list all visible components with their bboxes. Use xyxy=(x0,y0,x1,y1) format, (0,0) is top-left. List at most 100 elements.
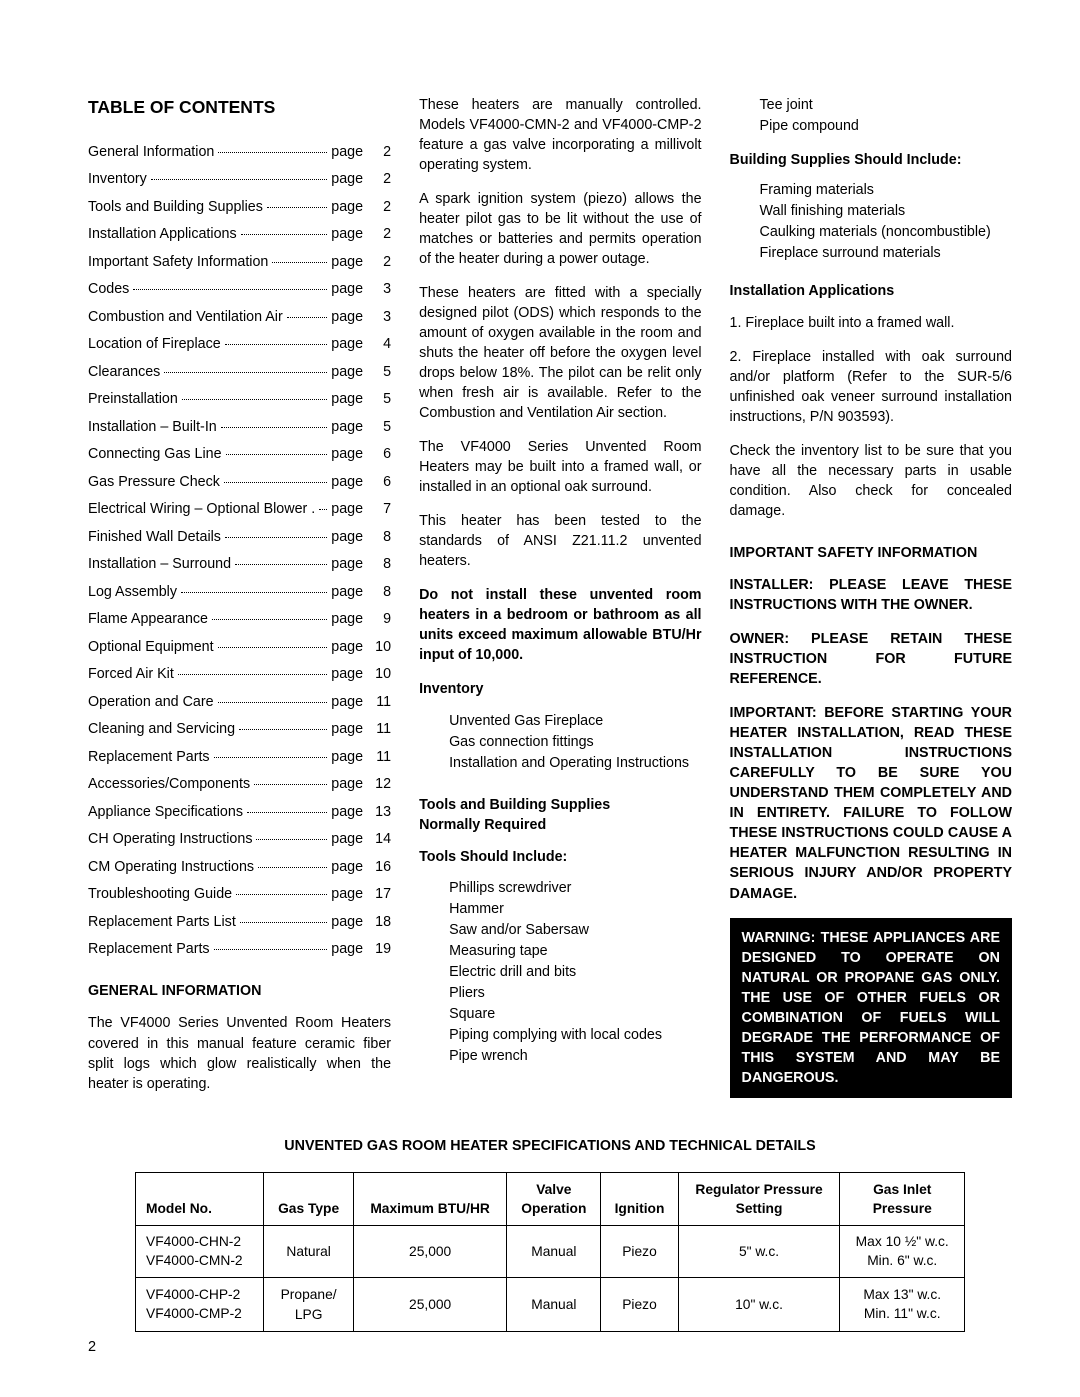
installation-apps-heading: Installation Applications xyxy=(730,281,1012,301)
toc-page-num: 8 xyxy=(369,582,391,602)
warning-box: WARNING: THESE APPLIANCES ARE DESIGNED T… xyxy=(730,918,1012,1098)
toc-item: Operation and Carepage11 xyxy=(88,692,391,712)
table-cell: Max 10 ½" w.c.Min. 6" w.c. xyxy=(840,1226,965,1278)
toc-page-num: 8 xyxy=(369,527,391,547)
table-header: Ignition xyxy=(601,1172,678,1226)
toc-page-num: 9 xyxy=(369,609,391,629)
table-header: Gas InletPressure xyxy=(840,1172,965,1226)
toc-title: Connecting Gas Line xyxy=(88,444,222,464)
toc-title: Installation – Built-In xyxy=(88,417,217,437)
safety-text: INSTALLER: PLEASE LEAVE THESE INSTRUCTIO… xyxy=(730,575,1012,615)
toc-item: Preinstallationpage5 xyxy=(88,389,391,409)
toc-page-num: 11 xyxy=(369,719,391,739)
toc-page-num: 18 xyxy=(369,912,391,932)
list-item: Gas connection fittings xyxy=(449,732,701,752)
table-cell: 5" w.c. xyxy=(678,1226,840,1278)
toc-title: Installation – Surround xyxy=(88,554,231,574)
toc-page-num: 5 xyxy=(369,417,391,437)
toc-page-word: page xyxy=(331,609,363,629)
installation-item: 2. Fireplace installed with oak surround… xyxy=(730,347,1012,427)
table-header: Regulator PressureSetting xyxy=(678,1172,840,1226)
toc-item: Forced Air Kitpage10 xyxy=(88,664,391,684)
toc-title: Forced Air Kit xyxy=(88,664,174,684)
toc-heading: TABLE OF CONTENTS xyxy=(88,95,391,120)
toc-list: General Informationpage2Inventorypage2To… xyxy=(88,142,391,960)
list-item: Pipe wrench xyxy=(449,1046,701,1066)
list-item: Electric drill and bits xyxy=(449,962,701,982)
toc-page-num: 2 xyxy=(369,197,391,217)
toc-page-num: 6 xyxy=(369,444,391,464)
toc-page-word: page xyxy=(331,224,363,244)
table-cell: Natural xyxy=(264,1226,354,1278)
list-item: Square xyxy=(449,1004,701,1024)
toc-item: Accessories/Componentspage12 xyxy=(88,774,391,794)
toc-item: Installation – Surround page 8 xyxy=(88,554,391,574)
toc-item: Replacement Parts Listpage18 xyxy=(88,912,391,932)
toc-item: Gas Pressure Checkpage6 xyxy=(88,472,391,492)
toc-item: Combustion and Ventilation Airpage3 xyxy=(88,307,391,327)
toc-title: Troubleshooting Guide xyxy=(88,884,232,904)
toc-item: Electrical Wiring – Optional Blower . pag… xyxy=(88,499,391,519)
inventory-check: Check the inventory list to be sure that… xyxy=(730,441,1012,521)
toc-title: Clearances xyxy=(88,362,160,382)
table-cell: 25,000 xyxy=(353,1278,506,1332)
toc-page-num: 3 xyxy=(369,307,391,327)
list-item: Saw and/or Sabersaw xyxy=(449,920,701,940)
toc-page-word: page xyxy=(331,444,363,464)
list-item: Unvented Gas Fireplace xyxy=(449,711,701,731)
toc-title: Replacement Parts List xyxy=(88,912,236,932)
toc-page-word: page xyxy=(331,582,363,602)
toc-page-word: page xyxy=(331,279,363,299)
toc-title: Important Safety Information xyxy=(88,252,268,272)
inventory-list: Unvented Gas FireplaceGas connection fit… xyxy=(419,711,701,773)
toc-page-word: page xyxy=(331,527,363,547)
table-cell: Manual xyxy=(507,1226,601,1278)
list-item: Piping complying with local codes xyxy=(449,1025,701,1045)
toc-page-word: page xyxy=(331,197,363,217)
toc-item: Replacement Partspage11 xyxy=(88,747,391,767)
toc-page-num: 16 xyxy=(369,857,391,877)
toc-page-word: page xyxy=(331,389,363,409)
toc-page-word: page xyxy=(331,554,363,574)
toc-page-num: 8 xyxy=(369,554,391,574)
toc-item: Codespage3 xyxy=(88,279,391,299)
toc-page-word: page xyxy=(331,664,363,684)
toc-title: CH Operating Instructions xyxy=(88,829,252,849)
toc-title: Electrical Wiring – Optional Blower . xyxy=(88,499,315,519)
toc-page-num: 4 xyxy=(369,334,391,354)
toc-page-num: 5 xyxy=(369,362,391,382)
toc-item: Finished Wall Detailspage8 xyxy=(88,527,391,547)
building-supplies-list: Framing materialsWall finishing material… xyxy=(730,180,1012,263)
body-paragraph: This heater has been tested to the stand… xyxy=(419,511,701,571)
toc-page-num: 10 xyxy=(369,637,391,657)
table-cell: Piezo xyxy=(601,1278,678,1332)
toc-title: General Information xyxy=(88,142,214,162)
list-item: Fireplace surround materials xyxy=(760,243,1012,263)
toc-page-num: 6 xyxy=(369,472,391,492)
table-cell: VF4000-CHN-2VF4000-CMN-2 xyxy=(136,1226,264,1278)
column-1: TABLE OF CONTENTS General Informationpag… xyxy=(88,95,391,1108)
toc-page-word: page xyxy=(331,499,363,519)
table-header: Maximum BTU/HR xyxy=(353,1172,506,1226)
toc-title: Optional Equipment xyxy=(88,637,214,657)
toc-page-num: 19 xyxy=(369,939,391,959)
toc-page-num: 13 xyxy=(369,802,391,822)
toc-item: Tools and Building Suppliespage2 xyxy=(88,197,391,217)
toc-title: Replacement Parts xyxy=(88,939,210,959)
tools-subheading: Tools Should Include: xyxy=(419,847,701,867)
toc-item: Log Assemblypage8 xyxy=(88,582,391,602)
table-cell: Piezo xyxy=(601,1226,678,1278)
toc-page-word: page xyxy=(331,884,363,904)
list-item: Installation and Operating Instructions xyxy=(449,753,701,773)
page-number: 2 xyxy=(88,1337,96,1357)
toc-title: CM Operating Instructions xyxy=(88,857,254,877)
toc-title: Flame Appearance xyxy=(88,609,208,629)
general-info-text: The VF4000 Series Unvented Room Heaters … xyxy=(88,1013,391,1093)
list-item: Wall finishing materials xyxy=(760,201,1012,221)
toc-item: Flame Appearance page 9 xyxy=(88,609,391,629)
toc-item: CH Operating Instructionspage14 xyxy=(88,829,391,849)
toc-title: Inventory xyxy=(88,169,147,189)
list-item: Hammer xyxy=(449,899,701,919)
toc-item: General Informationpage2 xyxy=(88,142,391,162)
safety-text: IMPORTANT: BEFORE STARTING YOUR HEATER I… xyxy=(730,703,1012,903)
